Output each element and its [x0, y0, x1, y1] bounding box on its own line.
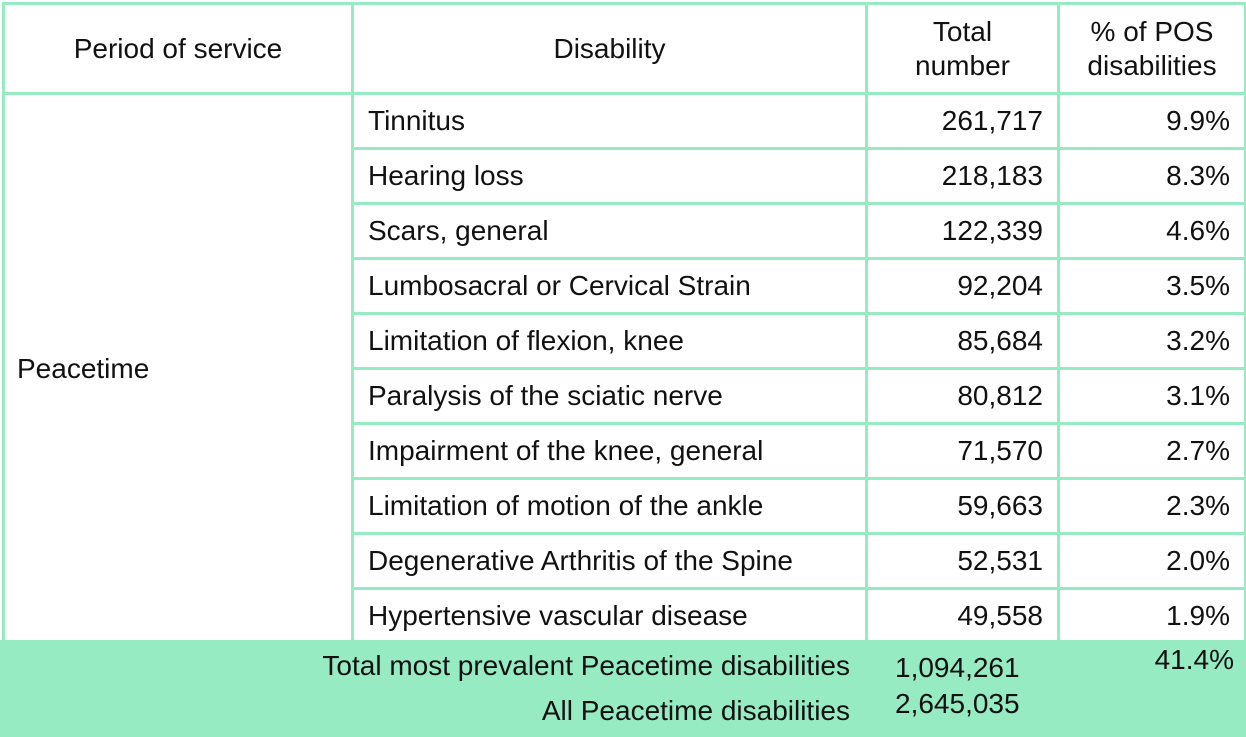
table-row: Impairment of the knee, general 71,570 2…: [4, 422, 1246, 480]
percent-cell: 4.6%: [1057, 202, 1246, 260]
percent-cell: 3.5%: [1057, 257, 1246, 315]
disability-cell: Degenerative Arthritis of the Spine: [351, 532, 868, 590]
table-row: Limitation of flexion, knee 85,684 3.2%: [4, 312, 1246, 370]
table-row: Lumbosacral or Cervical Strain 92,204 3.…: [4, 257, 1246, 315]
total-cell: 92,204: [865, 257, 1060, 315]
total-cell: 85,684: [865, 312, 1060, 370]
disability-cell: Tinnitus: [351, 92, 868, 150]
header-period: Period of service: [2, 2, 354, 95]
header-total: Total number: [865, 2, 1060, 95]
total-cell: 261,717: [865, 92, 1060, 150]
percent-cell: 3.2%: [1057, 312, 1246, 370]
disability-cell: Hypertensive vascular disease: [351, 587, 868, 645]
disability-cell: Limitation of flexion, knee: [351, 312, 868, 370]
percent-cell: 3.1%: [1057, 367, 1246, 425]
table-row: Hearing loss 218,183 8.3%: [4, 147, 1246, 205]
total-cell: 122,339: [865, 202, 1060, 260]
percent-cell: 2.3%: [1057, 477, 1246, 535]
disability-cell: Limitation of motion of the ankle: [351, 477, 868, 535]
table-row: Degenerative Arthritis of the Spine 52,5…: [4, 532, 1246, 590]
all-peacetime-label: All Peacetime disabilities: [541, 695, 850, 726]
table-row: Limitation of motion of the ankle 59,663…: [4, 477, 1246, 535]
header-row: Period of service Disability Total numbe…: [2, 2, 1246, 95]
table-row: Paralysis of the sciatic nerve 80,812 3.…: [4, 367, 1246, 425]
summary-footer: Total most prevalent Peacetime disabilit…: [0, 640, 1246, 737]
total-prevalent-percent: 41.4%: [1154, 644, 1234, 675]
total-prevalent-label: Total most prevalent Peacetime disabilit…: [322, 650, 850, 681]
percent-cell: 2.0%: [1057, 532, 1246, 590]
header-disability: Disability: [351, 2, 868, 95]
table-row: Peacetime Tinnitus 261,717 9.9%: [2, 92, 1246, 645]
total-cell: 49,558: [865, 587, 1060, 645]
disability-cell: Impairment of the knee, general: [351, 422, 868, 480]
period-cell: Peacetime: [2, 92, 354, 645]
percent-cell: 8.3%: [1057, 147, 1246, 205]
total-cell: 80,812: [865, 367, 1060, 425]
total-cell: 218,183: [865, 147, 1060, 205]
disability-table: Period of service Disability Total numbe…: [2, 2, 1246, 645]
header-percent: % of POS disabilities: [1057, 2, 1246, 95]
all-peacetime-value: 2,645,035: [895, 688, 1020, 719]
total-cell: 59,663: [865, 477, 1060, 535]
total-prevalent-value: 1,094,261: [895, 652, 1020, 683]
disability-cell: Lumbosacral or Cervical Strain: [351, 257, 868, 315]
disability-cell: Scars, general: [351, 202, 868, 260]
table-row: Hypertensive vascular disease 49,558 1.9…: [4, 587, 1246, 645]
percent-cell: 9.9%: [1057, 92, 1246, 150]
percent-cell: 2.7%: [1057, 422, 1246, 480]
percent-cell: 1.9%: [1057, 587, 1246, 645]
disability-cell: Hearing loss: [351, 147, 868, 205]
disability-cell: Paralysis of the sciatic nerve: [351, 367, 868, 425]
total-cell: 52,531: [865, 532, 1060, 590]
table-row: Scars, general 122,339 4.6%: [4, 202, 1246, 260]
total-cell: 71,570: [865, 422, 1060, 480]
